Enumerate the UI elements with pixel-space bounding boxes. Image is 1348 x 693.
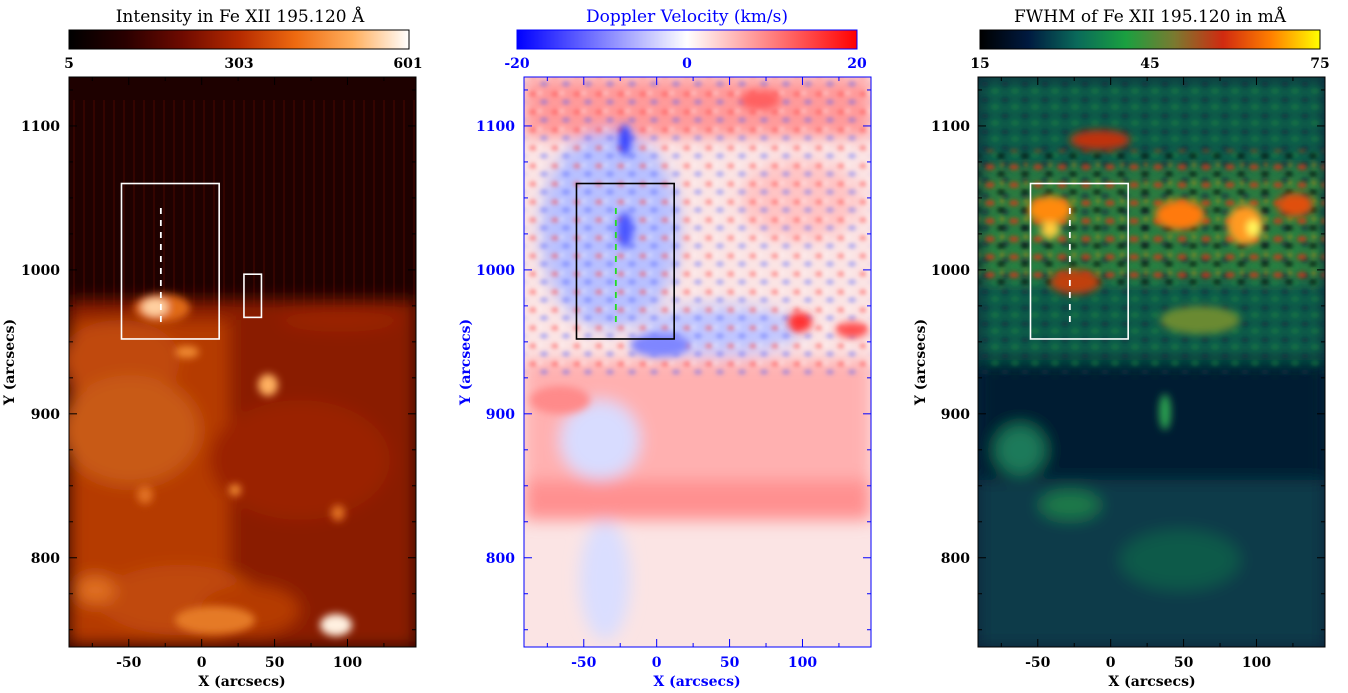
y-tick-doppler-3: 1000 (476, 263, 515, 279)
y-axis-label-fwhm: Y (arcsecs) (913, 319, 929, 406)
heatmap-image-doppler (524, 77, 871, 647)
chart-title-doppler: Doppler Velocity (km/s) (586, 7, 788, 27)
y-tick-intensity-4: 1100 (21, 119, 60, 135)
colorbar-tick-intensity-max: 601 (393, 56, 422, 72)
x-tick-intensity-2: 0 (197, 655, 207, 671)
region-box-1 (575, 182, 675, 340)
colorbar-tick-doppler-max: 20 (847, 56, 867, 72)
colorbar-doppler (516, 29, 858, 50)
colorbar-tick-doppler-min: -20 (504, 56, 530, 72)
x-axis-label-intensity: X (arcsecs) (198, 674, 285, 690)
x-tick-fwhm-2: 0 (1106, 655, 1116, 671)
x-tick-intensity-4: 100 (333, 655, 362, 671)
y-tick-doppler-4: 1100 (476, 119, 515, 135)
colorbar-tick-intensity-mid: 303 (224, 56, 253, 72)
region-box-1 (1029, 182, 1129, 340)
y-axis-label-doppler: Y (arcsecs) (458, 319, 474, 406)
y-tick-fwhm-2: 900 (941, 407, 970, 423)
x-tick-fwhm-1: -50 (1025, 655, 1051, 671)
y-tick-fwhm-4: 1100 (931, 119, 970, 135)
region-box-2 (243, 273, 263, 319)
panel-fwhm: FWHM of Fe XII 195.120 in mÅ 15 45 75 (913, 6, 1330, 690)
heatmap-image-intensity (69, 77, 416, 647)
x-axis-label-doppler: X (arcsecs) (653, 674, 740, 690)
colorbar-tick-fwhm-max: 75 (1310, 56, 1329, 72)
overlay-doppler (575, 182, 675, 340)
overlay-intensity (120, 182, 263, 340)
x-tick-intensity-3: 50 (265, 655, 285, 671)
colorbar-tick-doppler-mid: 0 (682, 56, 692, 72)
colorbar-intensity (68, 29, 410, 50)
y-tick-intensity-2: 900 (31, 407, 60, 423)
plot-ticks-intensity (69, 77, 416, 647)
y-tick-intensity-3: 1000 (21, 263, 60, 279)
colorbar-tick-fwhm-mid: 45 (1140, 56, 1159, 72)
x-tick-doppler-3: 50 (720, 655, 740, 671)
x-tick-doppler-2: 0 (652, 655, 662, 671)
panel-intensity: Intensity in Fe XII 195.120 Å 5 303 601 (2, 6, 423, 690)
colorbar-fwhm (979, 29, 1321, 50)
plot-frame-fwhm (977, 76, 1326, 648)
x-tick-intensity-1: -50 (116, 655, 142, 671)
plot-ticks-doppler (524, 77, 871, 647)
y-tick-doppler-2: 900 (486, 407, 515, 423)
x-tick-doppler-4: 100 (788, 655, 817, 671)
y-tick-intensity-1: 800 (31, 551, 60, 567)
colorbar-tick-fwhm-min: 15 (970, 56, 989, 72)
y-axis-label-intensity: Y (arcsecs) (2, 319, 18, 406)
panel-doppler: Doppler Velocity (km/s) -20 0 20 (458, 7, 872, 690)
x-axis-label-fwhm: X (arcsecs) (1108, 674, 1195, 690)
plot-frame-intensity (68, 76, 417, 648)
plot-ticks-fwhm (978, 77, 1325, 647)
heatmap-image-fwhm (978, 77, 1325, 647)
y-tick-doppler-1: 800 (486, 551, 515, 567)
region-box-1 (120, 182, 220, 340)
overlay-fwhm (1029, 182, 1129, 340)
chart-title-fwhm: FWHM of Fe XII 195.120 in mÅ (1014, 6, 1287, 27)
x-tick-fwhm-3: 50 (1174, 655, 1194, 671)
chart-title-intensity: Intensity in Fe XII 195.120 Å (116, 6, 365, 27)
x-tick-doppler-1: -50 (571, 655, 597, 671)
plot-frame-doppler (523, 76, 872, 648)
x-tick-fwhm-4: 100 (1242, 655, 1271, 671)
colorbar-tick-intensity-min: 5 (64, 56, 74, 72)
y-tick-fwhm-3: 1000 (931, 263, 970, 279)
y-tick-fwhm-1: 800 (941, 551, 970, 567)
